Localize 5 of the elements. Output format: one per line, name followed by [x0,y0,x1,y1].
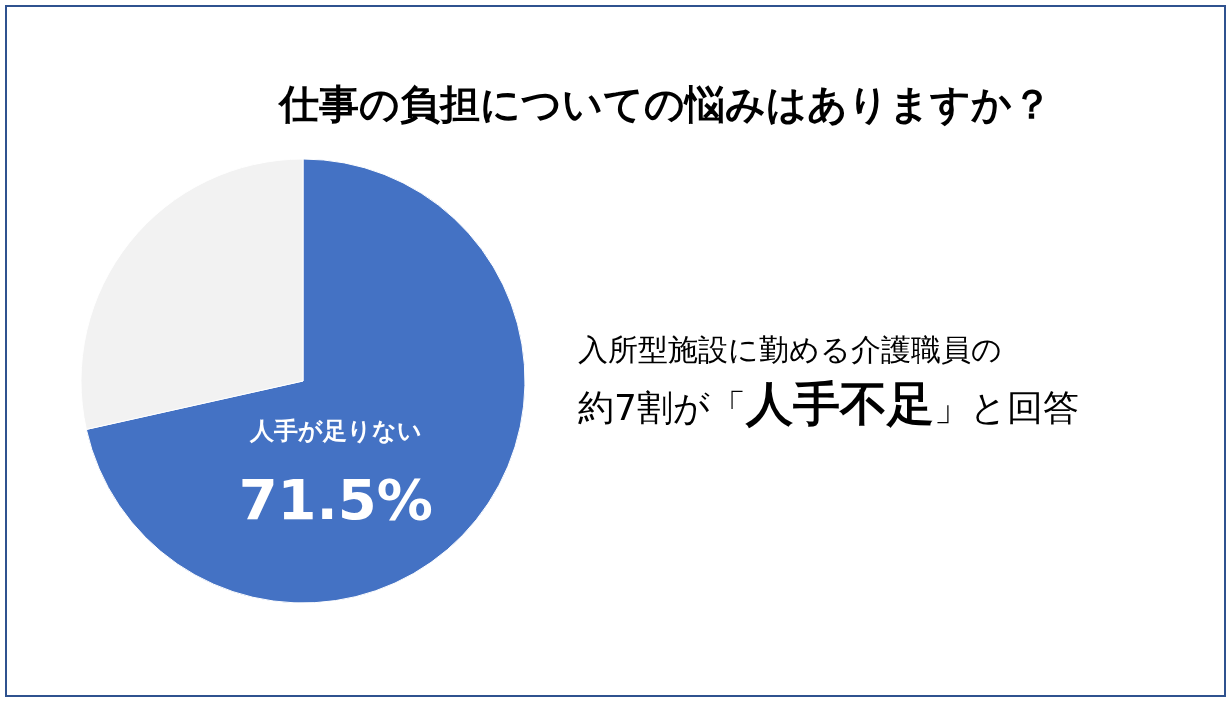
data-label: 71.5% [238,467,433,533]
text: 約7割が「人手不足」と回答 [578,377,1079,431]
text: 入所型施設に勤める介護職員の [578,332,1002,367]
text: 仕事の負担についての悩みはありますか？ [276,81,1052,127]
slice-label: 人手が足りない [248,417,422,446]
